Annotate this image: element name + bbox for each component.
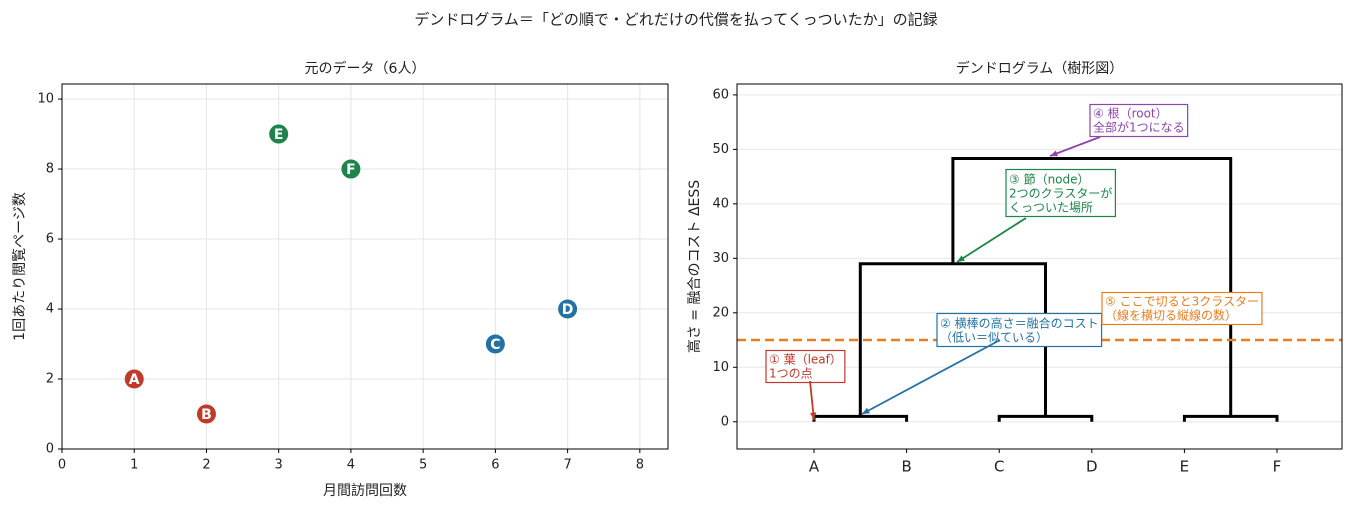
point-label: D [562, 302, 574, 318]
annotation: ⑤ ここで切ると3クラスター（線を横切る縦線の数） [1101, 291, 1263, 326]
y-tick-label: 10 [37, 92, 54, 107]
link [812, 414, 909, 422]
annotation-text: 全部が1つになる [1093, 120, 1185, 135]
arrow-head [1050, 150, 1058, 157]
x-tick-label: 8 [636, 458, 644, 473]
x-tick-label: 3 [275, 458, 283, 473]
y-tick-label: 8 [46, 162, 54, 177]
arrow-head [957, 255, 965, 262]
y-tick-label: 0 [46, 442, 54, 457]
x-tick-label: E [1180, 458, 1189, 476]
axes-title: 元のデータ（6人） [305, 60, 426, 77]
x-tick-label: 1 [130, 458, 138, 473]
x-tick-label: D [1086, 458, 1098, 476]
annotation-arrow [861, 339, 1001, 415]
x-tick-label: 4 [347, 458, 355, 473]
y-tick-label: 6 [46, 232, 54, 247]
annotation-text: ③ 節（node） [1009, 172, 1090, 187]
point-label: A [129, 372, 140, 388]
arrow-head [862, 407, 870, 414]
point [196, 404, 216, 424]
annotation: ② 横棒の高さ＝融合のコスト（低い＝似ている） [936, 312, 1103, 348]
point [558, 299, 578, 319]
annotation-text: （線を横切る縦線の数） [1105, 308, 1237, 323]
point-label: F [346, 162, 356, 178]
link [951, 156, 1233, 417]
annotation-box [765, 349, 846, 384]
annotation-box [1005, 168, 1117, 218]
x-tick-label: 0 [58, 458, 66, 473]
annotation: ① 葉（leaf）1つの点 [765, 349, 846, 384]
point-label: C [490, 337, 500, 353]
point-label: B [201, 407, 212, 423]
axes-frame [61, 83, 669, 450]
x-tick-label: 5 [419, 458, 427, 473]
point [485, 334, 505, 354]
y-tick-label: 20 [712, 305, 729, 320]
y-tick-label: 0 [721, 414, 729, 429]
x-tick-label: A [809, 458, 820, 476]
y-axis-label: 1回あたり閲覧ページ数 [11, 192, 28, 341]
annotation-arrow [956, 217, 1027, 263]
annotation-text: （低い＝似ている） [940, 331, 1048, 345]
x-axis-label: 月間訪問回数 [323, 483, 407, 499]
annotation-text: ① 葉（leaf） [769, 353, 842, 367]
x-tick-label: 6 [491, 458, 499, 473]
annotation-text: ② 横棒の高さ＝融合のコスト [940, 316, 1099, 331]
y-tick-label: 60 [712, 87, 729, 102]
link [1182, 414, 1279, 422]
y-tick-label: 10 [712, 360, 729, 375]
link [997, 414, 1094, 422]
axes-title: デンドログラム（樹形図） [956, 60, 1124, 77]
annotation-text: ⑤ ここで切ると3クラスター [1105, 295, 1259, 309]
annotation-text: 2つのクラスターが [1009, 186, 1112, 201]
y-tick-label: 4 [46, 302, 54, 317]
point-label: E [274, 127, 284, 143]
point [124, 369, 144, 389]
annotation-text: ④ 根（root） [1093, 107, 1168, 121]
annotation-box [1101, 291, 1263, 326]
arrow-head [810, 412, 817, 420]
y-tick-label: 50 [712, 142, 729, 157]
y-tick-label: 40 [712, 196, 729, 211]
axes-frame [736, 83, 1343, 450]
point [341, 159, 361, 179]
point [269, 124, 289, 144]
annotation-arrow [1049, 136, 1101, 157]
annotation-text: くっついた場所 [1009, 201, 1093, 215]
annotation-text: 1つの点 [769, 367, 813, 381]
x-tick-label: B [901, 458, 911, 476]
annotation-box [936, 312, 1103, 348]
x-tick-label: F [1273, 458, 1282, 476]
annotation-box [1089, 103, 1189, 138]
x-tick-label: 7 [563, 458, 571, 473]
y-tick-label: 2 [46, 372, 54, 387]
figure-title: デンドログラム＝「どの順で・どれだけの代償を払ってくっついたか」の記録 [414, 11, 937, 29]
y-axis-label: 高さ = 融合のコスト ΔESS [686, 180, 703, 353]
x-tick-label: C [994, 458, 1004, 476]
y-tick-label: 30 [712, 251, 729, 266]
annotation: ④ 根（root）全部が1つになる [1089, 103, 1189, 138]
x-tick-label: 2 [202, 458, 210, 473]
